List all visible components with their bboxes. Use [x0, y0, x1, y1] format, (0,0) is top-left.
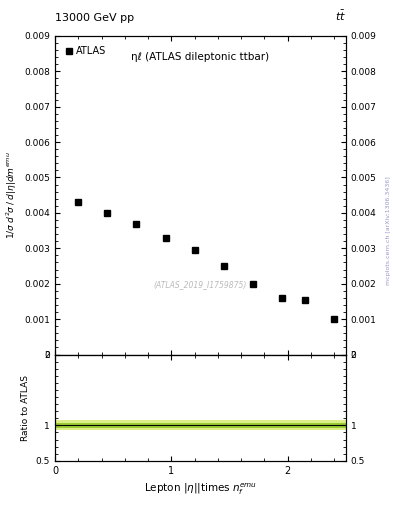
ATLAS [105, 210, 110, 216]
X-axis label: Lepton $|\eta|$|times $n_f^{emu}$: Lepton $|\eta|$|times $n_f^{emu}$ [144, 481, 257, 497]
ATLAS [221, 263, 226, 269]
ATLAS [332, 316, 336, 322]
ATLAS [76, 199, 81, 205]
Y-axis label: $1 / \sigma \; d^2\!\sigma \; / \; d|\eta|dm^{emu}$: $1 / \sigma \; d^2\!\sigma \; / \; d|\et… [4, 151, 19, 239]
Text: (ATLAS_2019_I1759875): (ATLAS_2019_I1759875) [154, 280, 247, 289]
ATLAS [250, 281, 255, 287]
ATLAS [163, 234, 168, 241]
ATLAS [192, 247, 197, 253]
ATLAS [303, 296, 307, 303]
Line: ATLAS: ATLAS [75, 200, 337, 322]
ATLAS [134, 221, 139, 227]
Text: mcplots.cern.ch [arXiv:1306.3436]: mcplots.cern.ch [arXiv:1306.3436] [386, 176, 391, 285]
Text: ηℓ (ATLAS dileptonic ttbar): ηℓ (ATLAS dileptonic ttbar) [131, 52, 270, 62]
Y-axis label: Ratio to ATLAS: Ratio to ATLAS [21, 375, 30, 441]
Legend: ATLAS: ATLAS [61, 42, 110, 60]
ATLAS [279, 295, 284, 301]
Text: 13000 GeV pp: 13000 GeV pp [55, 13, 134, 23]
Text: $t\bar{t}$: $t\bar{t}$ [335, 9, 346, 23]
